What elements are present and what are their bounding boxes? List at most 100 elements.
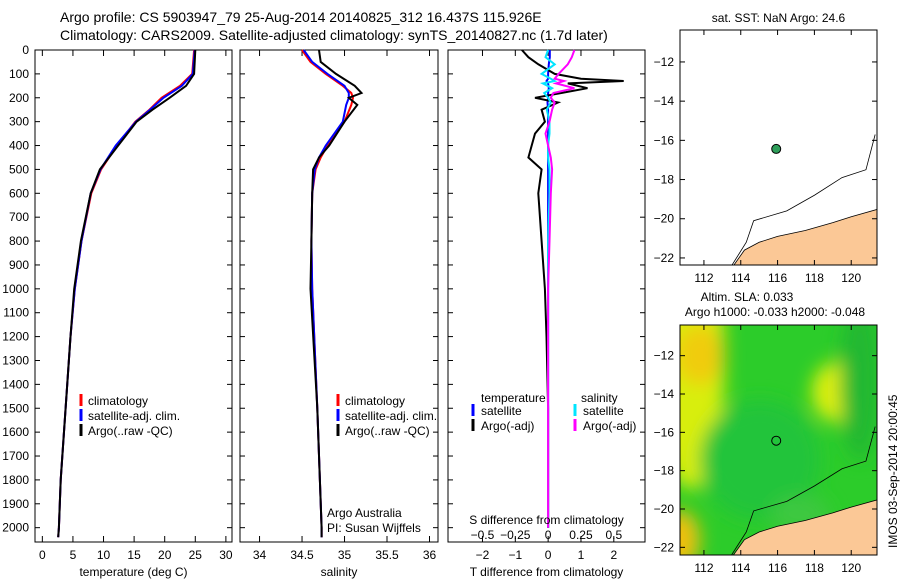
x-tick-label: 116	[768, 561, 787, 575]
x2-tick-label: −0.25	[500, 528, 531, 542]
y-tick-label: 1200	[2, 330, 29, 344]
y-tick-label: 400	[9, 139, 29, 153]
legend-label: Argo(-adj)	[583, 419, 636, 433]
y-tick-label: 600	[9, 186, 29, 200]
series-line-argo-raw-qc-	[57, 49, 197, 538]
x-tick-label: 20	[158, 548, 172, 562]
x-tick-label: 35.5	[375, 548, 399, 562]
y-tick-label: −18	[654, 173, 675, 187]
y-tick-label: −16	[654, 133, 675, 147]
y-tick-label: 900	[9, 258, 29, 272]
sla-blob	[680, 510, 700, 555]
x2-tick-label: 0	[545, 528, 552, 542]
legend-label: satellite-adj. clim.	[88, 409, 180, 423]
panel-salinity: 34 34.5 35 35.5 36 salinity climatologysatelli…	[239, 49, 439, 579]
y-tick-label: 800	[9, 234, 29, 248]
sla-blob	[840, 325, 877, 460]
plot-frame	[447, 49, 646, 543]
sla-blob	[680, 325, 725, 385]
plot-frame	[239, 49, 439, 543]
y-tick-label: 1500	[2, 401, 29, 415]
x-tick-label: 112	[694, 561, 713, 575]
x-tick-label: 35	[338, 548, 352, 562]
y-tick-label: −12	[654, 55, 675, 69]
series-line-climatology	[301, 49, 355, 538]
legend-label: satellite	[583, 404, 624, 418]
x-tick-label: 118	[805, 271, 824, 285]
x-tick-label: 0	[39, 548, 46, 562]
series-line-satellite-adj-clim-	[302, 49, 350, 538]
x-tick-label: 120	[841, 561, 861, 575]
map-frame	[679, 324, 878, 556]
map-subtitle: Argo h1000: -0.033 h2000: -0.048	[685, 305, 865, 319]
x-tick-label: 25	[189, 548, 203, 562]
y-tick-label: 100	[9, 67, 29, 81]
title-line-1: Argo profile: CS 5903947_79 25-Aug-2014 …	[60, 9, 542, 25]
y-tick-label: −20	[654, 502, 675, 516]
y-tick-label: 1700	[2, 449, 29, 463]
y-tick-label: 2000	[2, 521, 29, 535]
sla-map: 112 114 116 118 120 −12 −14 −16 −18 −20 −22 Altim. …	[654, 290, 878, 575]
x-axis-label: T difference from climatology	[470, 565, 624, 579]
x-tick-label: 36	[423, 548, 437, 562]
x-tick-label: 114	[731, 271, 750, 285]
y-tick-label: 1800	[2, 473, 29, 487]
credit-line-1: Argo Australia	[327, 506, 402, 520]
y-tick-label: 1400	[2, 377, 29, 391]
y-tick-label: 700	[9, 210, 29, 224]
y-tick-label: 1900	[2, 497, 29, 511]
x-tick-label: 0	[545, 548, 552, 562]
sla-field	[680, 325, 877, 555]
map-frame	[679, 29, 878, 266]
x-tick-label: 34	[253, 548, 267, 562]
x-tick-label: 2	[610, 548, 617, 562]
y-tick-label: −14	[654, 94, 675, 108]
x-tick-label: 15	[127, 548, 141, 562]
y-tick-label: −16	[654, 425, 675, 439]
legend-label: Argo(-adj)	[481, 419, 534, 433]
x2-axis-label: S difference from climatology	[469, 513, 624, 527]
y-tick-label: −14	[654, 387, 675, 401]
legend-label: Argo(..raw -QC)	[345, 424, 430, 438]
y-tick-label: 200	[9, 91, 29, 105]
x-tick-label: 10	[97, 548, 111, 562]
x-axis-label: temperature (deg C)	[79, 565, 187, 579]
legend-title-temperature: temperature	[481, 391, 546, 405]
y-tick-label: −12	[654, 349, 675, 363]
series-line-climatology	[57, 49, 196, 538]
x2-tick-label: 0.25	[569, 528, 593, 542]
watermark: IMOS 03-Sep-2014 20:00:45	[886, 394, 900, 548]
x-tick-label: −2	[476, 548, 490, 562]
credit-line-2: PI: Susan Wijffels	[327, 521, 421, 535]
x-tick-label: 118	[805, 561, 824, 575]
bathymetry-contour	[731, 134, 876, 265]
x2-tick-label: 0.5	[605, 528, 622, 542]
series-line-satellite-adj-clim-	[57, 49, 196, 538]
map-title: sat. SST: NaN Argo: 24.6	[712, 11, 846, 25]
legend-title-salinity: salinity	[581, 391, 618, 405]
y-tick-label: −18	[654, 464, 675, 478]
sst-map: 112 114 116 118 120 −12 −14 −16 −18 −20 −22 sat. SS…	[654, 11, 878, 285]
x-tick-label: 120	[841, 271, 861, 285]
x-tick-label: 5	[70, 548, 77, 562]
land	[732, 499, 877, 555]
panel-temperature: 0 5 10 15 20 25 300100200300400500600700800900…	[2, 43, 233, 579]
x-tick-label: 1	[578, 548, 585, 562]
map-title: Altim. SLA: 0.033	[701, 290, 794, 304]
x-tick-label: 114	[731, 561, 750, 575]
y-tick-label: −22	[654, 251, 675, 265]
y-tick-label: 1600	[2, 425, 29, 439]
y-tick-label: −22	[654, 540, 675, 554]
series-line-t-argo-adj-	[521, 49, 624, 528]
y-tick-label: −20	[654, 212, 675, 226]
y-tick-label: 1300	[2, 353, 29, 367]
x-tick-label: 112	[694, 271, 713, 285]
bathymetry-contour	[731, 426, 876, 555]
x-tick-label: 116	[768, 271, 787, 285]
x-tick-label: 30	[219, 548, 233, 562]
argo-float-marker	[771, 143, 782, 154]
map-content	[731, 134, 877, 265]
title-line-2: Climatology: CARS2009. Satellite-adjuste…	[60, 27, 608, 43]
